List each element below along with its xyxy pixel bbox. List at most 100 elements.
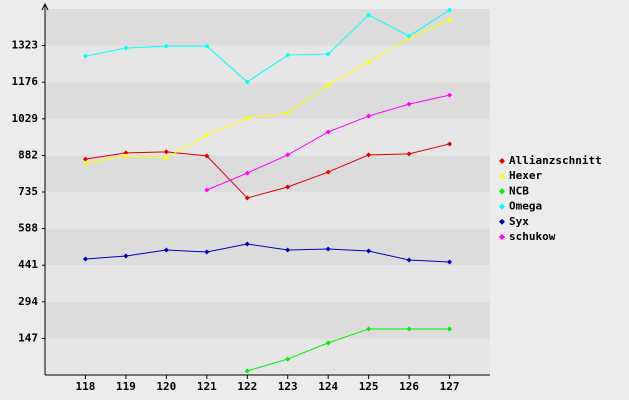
point-marker: [366, 59, 372, 65]
point-marker: [163, 155, 169, 161]
point-marker: [447, 326, 453, 332]
grid-band: [45, 118, 490, 156]
point-marker: [447, 7, 453, 13]
point-marker: [285, 247, 291, 253]
x-tick-label: 127: [440, 380, 460, 393]
series-line: [247, 328, 450, 372]
point-marker: [204, 132, 210, 138]
series-line: [85, 19, 450, 164]
y-tick-label: 588: [18, 222, 38, 235]
point-marker: [447, 141, 453, 147]
point-marker: [406, 33, 412, 39]
grid-band: [45, 338, 490, 375]
y-tick-label: 294: [18, 295, 38, 308]
point-marker: [244, 241, 250, 247]
point-marker: [285, 356, 291, 362]
point-marker: [163, 43, 169, 49]
point-marker: [285, 184, 291, 190]
point-marker: [366, 113, 372, 119]
legend-label: Omega: [509, 200, 542, 213]
point-marker: [244, 79, 250, 85]
x-tick-label: 119: [116, 380, 136, 393]
point-marker: [244, 115, 250, 121]
point-marker: [285, 110, 291, 116]
legend-label: Syx: [509, 215, 529, 228]
y-tick-label: 1176: [12, 75, 39, 88]
grid-band: [45, 82, 490, 119]
legend-marker: [499, 173, 505, 180]
point-marker: [285, 152, 291, 158]
y-tick-label: 1029: [12, 112, 39, 125]
y-tick-label: 441: [18, 258, 38, 271]
point-marker: [366, 248, 372, 254]
point-marker: [325, 129, 331, 135]
series-line: [85, 143, 450, 199]
y-tick-label: 735: [18, 185, 38, 198]
grid-band: [45, 192, 490, 229]
point-marker: [325, 169, 331, 175]
point-marker: [285, 52, 291, 58]
point-marker: [406, 257, 412, 263]
x-tick-label: 126: [399, 380, 419, 393]
point-marker: [82, 53, 88, 59]
x-tick-label: 125: [359, 380, 379, 393]
legend-marker: [499, 234, 505, 240]
point-marker: [325, 340, 331, 346]
x-tick-label: 124: [318, 380, 338, 393]
grid-band: [45, 301, 490, 339]
point-marker: [447, 92, 453, 98]
x-tick-label: 120: [156, 380, 176, 393]
y-tick-label: 882: [18, 148, 38, 161]
x-tick-label: 121: [197, 380, 217, 393]
legend-marker: [499, 158, 505, 164]
point-marker: [406, 326, 412, 332]
point-marker: [325, 246, 331, 252]
point-marker: [82, 256, 88, 262]
series-line: [85, 243, 450, 263]
legend-label: Allianzschnitt: [509, 154, 602, 167]
legend-label: schukow: [509, 230, 556, 243]
grid-band: [45, 45, 490, 83]
point-marker: [204, 43, 210, 49]
legend-label: NCB: [509, 184, 529, 197]
point-marker: [447, 17, 453, 23]
x-tick-label: 122: [237, 380, 257, 393]
point-marker: [204, 187, 210, 193]
x-tick-label: 123: [278, 380, 298, 393]
y-tick-label: 1323: [12, 39, 39, 52]
point-marker: [325, 82, 331, 88]
point-marker: [163, 149, 169, 155]
point-marker: [123, 150, 129, 156]
legend-label: Hexer: [509, 169, 542, 182]
legend-marker: [499, 218, 505, 225]
point-marker: [244, 195, 250, 201]
point-marker: [366, 326, 372, 332]
grid-band: [45, 265, 490, 302]
y-tick-label: 147: [18, 331, 38, 344]
point-marker: [366, 12, 372, 18]
point-marker: [204, 153, 210, 159]
point-marker: [366, 152, 372, 158]
legend-marker: [499, 203, 505, 210]
point-marker: [244, 368, 250, 374]
legend-marker: [499, 188, 505, 195]
point-marker: [82, 160, 88, 166]
point-marker: [406, 101, 412, 107]
point-marker: [447, 259, 453, 265]
point-marker: [123, 153, 129, 159]
y-axis-arrow: [41, 2, 49, 11]
point-marker: [325, 51, 331, 57]
grid-band: [45, 9, 490, 46]
point-marker: [406, 151, 412, 157]
point-marker: [244, 170, 250, 176]
series-line: [85, 9, 450, 83]
grid-band: [45, 155, 490, 192]
point-marker: [163, 247, 169, 253]
x-tick-label: 118: [76, 380, 96, 393]
point-marker: [204, 249, 210, 255]
point-marker: [123, 253, 129, 259]
point-marker: [123, 45, 129, 51]
point-marker: [82, 156, 88, 162]
